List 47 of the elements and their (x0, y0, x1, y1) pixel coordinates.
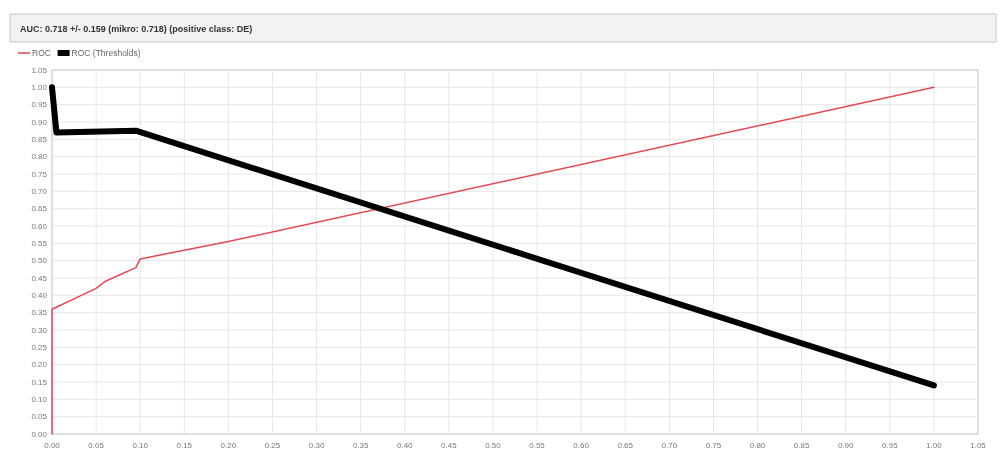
y-tick-label: 0.80 (31, 152, 48, 162)
x-tick-label: 0.15 (176, 441, 193, 450)
x-tick-label: 0.75 (705, 441, 722, 450)
y-tick-label: 0.70 (31, 186, 48, 196)
y-tick-label: 0.50 (31, 256, 48, 266)
x-tick-label: 0.50 (485, 441, 502, 450)
chart-title: AUC: 0.718 +/- 0.159 (mikro: 0.718) (positive class: DE) (20, 24, 253, 34)
y-tick-label: 0.45 (31, 273, 48, 283)
x-tick-label: 0.35 (352, 441, 369, 450)
y-tick-label: 0.85 (31, 134, 48, 144)
x-tick-label: 0.40 (396, 441, 414, 450)
x-tick-label: 0.10 (132, 441, 149, 450)
y-tick-label: 0.30 (31, 325, 48, 335)
x-tick-label: 0.20 (220, 441, 237, 450)
y-tick-label: 0.10 (31, 394, 48, 404)
x-tick-label: 0.65 (617, 441, 634, 450)
x-tick-label: 0.80 (749, 441, 766, 450)
y-tick-label: 0.15 (31, 377, 48, 387)
x-tick-label: 1.00 (926, 441, 943, 450)
y-tick-label: 0.75 (31, 169, 48, 179)
x-tick-label: 0.05 (88, 441, 105, 450)
x-tick-label: 0.00 (44, 441, 61, 450)
legend-label: ROC (Thresholds) (71, 48, 141, 58)
y-tick-label: 0.95 (31, 100, 48, 110)
y-tick-label: 0.00 (31, 429, 48, 439)
y-tick-label: 0.05 (31, 412, 48, 422)
y-tick-label: 0.90 (31, 117, 48, 127)
y-tick-label: 0.60 (31, 221, 48, 231)
x-tick-label: 0.55 (529, 441, 546, 450)
y-tick-label: 0.40 (31, 290, 48, 300)
x-tick-label: 0.45 (441, 441, 458, 450)
y-tick-label: 0.20 (31, 360, 48, 370)
y-tick-label: 1.00 (31, 82, 48, 92)
x-tick-label: 0.60 (573, 441, 590, 450)
y-tick-label: 1.05 (31, 65, 48, 75)
x-tick-label: 0.70 (661, 441, 678, 450)
legend-label: ROC (32, 48, 51, 58)
x-tick-label: 0.30 (308, 441, 325, 450)
y-tick-label: 0.25 (31, 342, 48, 352)
x-tick-label: 1.05 (970, 441, 987, 450)
x-tick-label: 0.25 (264, 441, 281, 450)
x-tick-label: 0.95 (882, 441, 899, 450)
y-tick-label: 0.65 (31, 204, 48, 214)
y-tick-label: 0.55 (31, 238, 48, 248)
y-tick-label: 0.35 (31, 308, 48, 318)
x-tick-label: 0.90 (837, 441, 855, 450)
x-tick-label: 0.85 (793, 441, 810, 450)
